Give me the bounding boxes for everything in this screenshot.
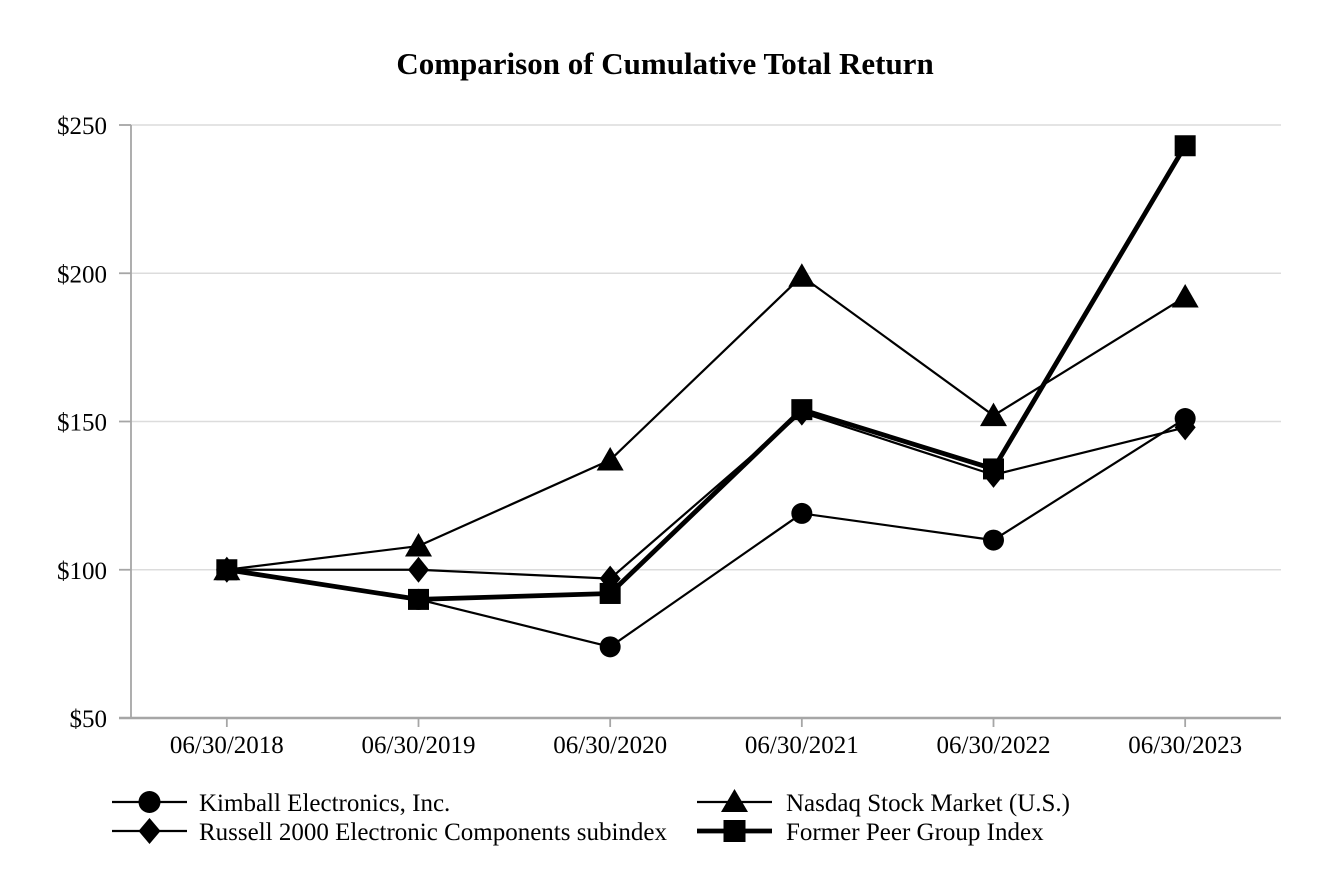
legend-label: Russell 2000 Electronic Components subin… [199,819,668,846]
legend-label: Former Peer Group Index [786,819,1044,846]
square-marker-icon [983,458,1004,480]
square-marker-icon [723,820,746,842]
series-line-diamond [226,411,1186,580]
x-tick-label: 06/30/2018 [170,732,284,759]
y-tick-label: $250 [57,113,107,140]
y-tick-label: $50 [70,706,108,733]
triangle-marker-icon [980,402,1007,427]
square-marker-icon [791,399,813,421]
triangle-marker-icon [721,789,748,812]
diamond-marker-icon [1174,414,1196,441]
chart-title: Comparison of Cumulative Total Return [396,46,933,81]
legend-item-nasdaq: Nasdaq Stock Market (U.S.) [697,789,1070,817]
legend-label: Kimball Electronics, Inc. [199,790,450,817]
diamond-marker-icon [138,818,161,844]
diamond-marker-icon [408,556,429,583]
y-tick-label: $200 [57,261,107,288]
x-tick-label: 06/30/2023 [1128,732,1242,759]
legend-label: Nasdaq Stock Market (U.S.) [786,790,1070,817]
x-tick-label: 06/30/2022 [937,732,1051,759]
square-marker-icon [408,588,429,610]
circle-marker-icon [599,636,621,658]
x-tick-label: 06/30/2019 [362,732,476,759]
series-line-circle [226,417,1186,648]
legend-item-kimball: Kimball Electronics, Inc. [112,790,450,817]
triangle-marker-icon [405,533,432,557]
triangle-marker-icon [1171,283,1199,308]
legend-item-russell: Russell 2000 Electronic Components subin… [112,818,668,846]
circle-marker-icon [791,502,813,524]
x-tick-label: 06/30/2021 [745,732,859,759]
triangle-marker-icon [788,263,816,287]
legend: Kimball Electronics, Inc. Russell 2000 E… [112,789,1070,846]
circle-marker-icon [138,791,161,813]
series-line-triangle [226,275,1186,571]
y-tick-label: $150 [57,410,107,437]
triangle-marker-icon [596,447,624,471]
square-marker-icon [1174,135,1196,157]
x-tick-label: 06/30/2020 [553,732,667,759]
axes-group [119,124,1281,727]
axis-labels-group: $50 $100 $150 $200 $250 06/30/2018 06/30/2019 0… [57,113,1242,759]
series-group [213,135,1199,658]
gridlines-group [131,124,1281,571]
legend-item-former-peer-group: Former Peer Group Index [697,819,1044,846]
y-tick-label: $100 [57,558,107,585]
square-marker-icon [599,582,621,604]
square-marker-icon [216,559,238,581]
series-line-square [226,144,1188,602]
circle-marker-icon [983,529,1004,551]
